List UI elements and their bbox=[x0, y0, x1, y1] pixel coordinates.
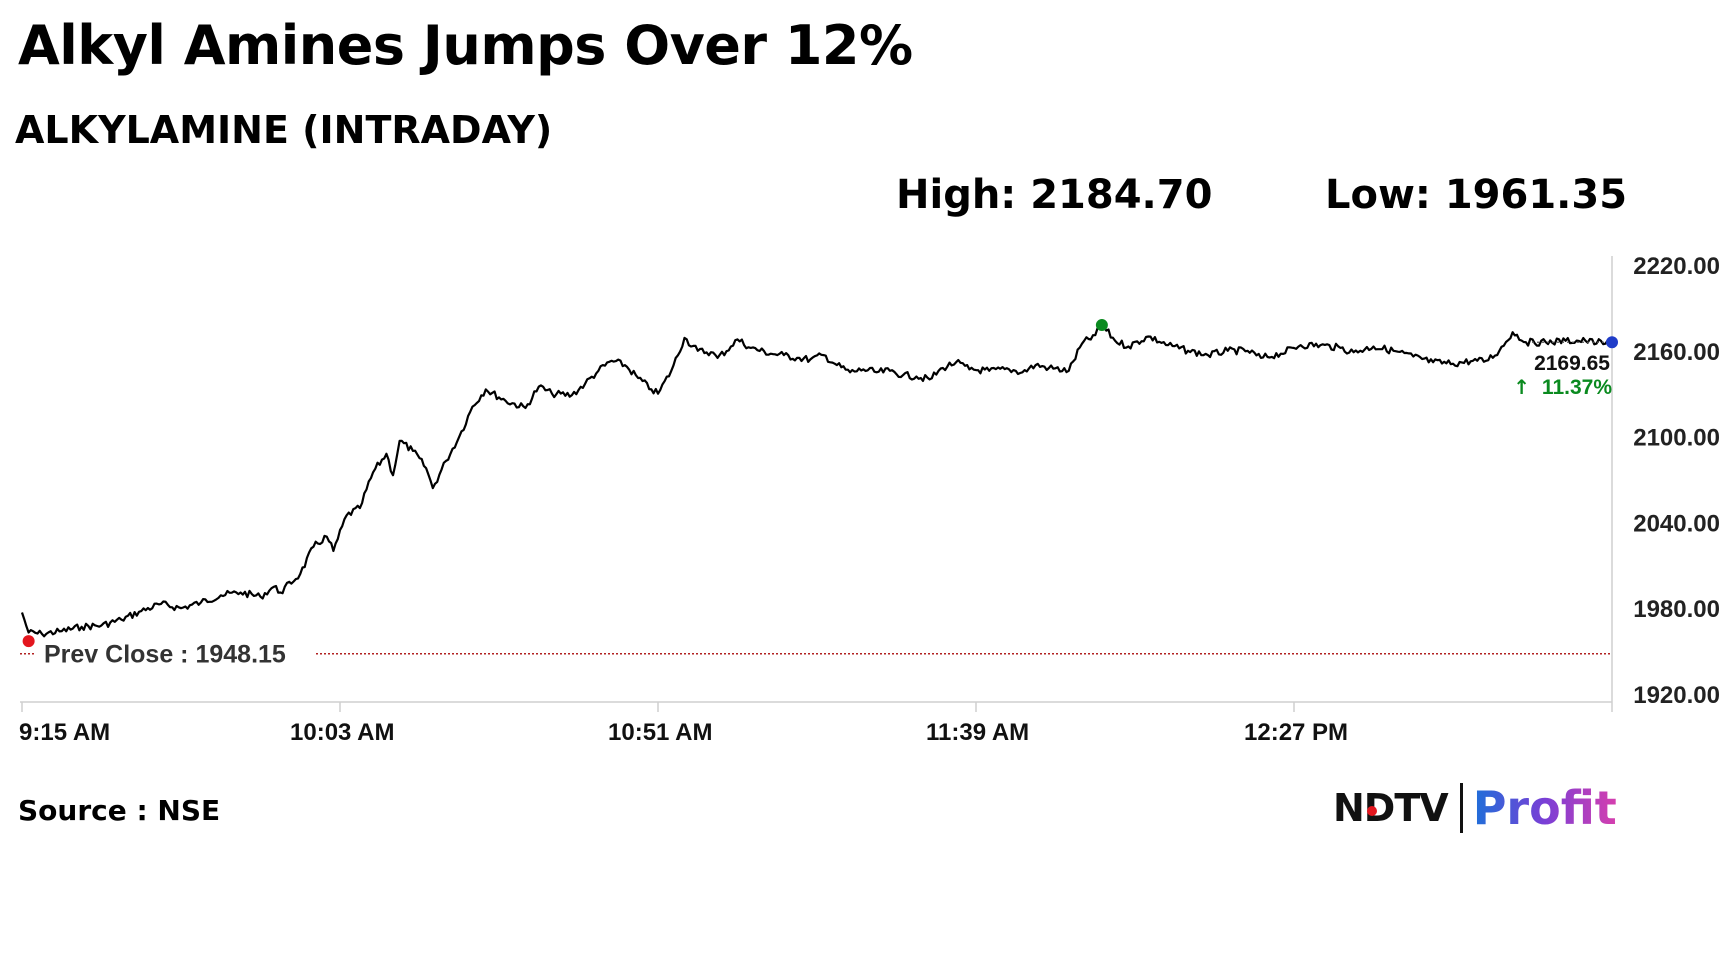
y-tick-label: 2160.00 bbox=[1633, 339, 1720, 366]
x-tick-label: 10:03 AM bbox=[290, 719, 394, 746]
high-value: High: 2184.70 bbox=[896, 172, 1213, 218]
low-value: Low: 1961.35 bbox=[1325, 172, 1628, 218]
y-tick-label: 2040.00 bbox=[1633, 510, 1720, 537]
price-marker bbox=[1095, 319, 1108, 332]
price-marker bbox=[1606, 336, 1618, 349]
logo-profit-text: Profit bbox=[1472, 781, 1617, 835]
x-tick-label: 12:27 PM bbox=[1244, 719, 1348, 746]
change-percent-label: 11.37% bbox=[1542, 376, 1612, 399]
price-marker bbox=[22, 635, 35, 648]
x-tick-label: 10:51 AM bbox=[608, 719, 712, 746]
x-axis-ticks: 9:15 AM 10:03 AM 10:51 AM 11:39 AM 12:27 PM bbox=[19, 702, 1613, 746]
chart-subtitle: ALKYLAMINE (INTRADAY) bbox=[15, 108, 553, 152]
y-axis-ticks: 2220.00 2160.00 2100.00 2040.00 1980.00 1920.… bbox=[1633, 253, 1720, 709]
y-tick-label: 2220.00 bbox=[1633, 253, 1720, 280]
x-tick-label: 9:15 AM bbox=[19, 719, 110, 746]
price-line bbox=[20, 324, 1613, 638]
source-label: Source : NSE bbox=[18, 794, 221, 827]
y-tick-label: 1980.00 bbox=[1633, 596, 1720, 623]
chart-markers bbox=[22, 319, 1618, 648]
ndtv-profit-logo: NDTV Profit bbox=[1333, 780, 1617, 836]
logo-dot-icon bbox=[1367, 806, 1377, 816]
chart-title: Alkyl Amines Jumps Over 12% bbox=[18, 14, 913, 77]
x-tick-label: 11:39 AM bbox=[926, 719, 1029, 746]
y-tick-label: 2100.00 bbox=[1633, 425, 1720, 452]
prev-close-label: Prev Close : 1948.15 bbox=[44, 641, 286, 669]
last-price-label: 2169.65 bbox=[1534, 352, 1610, 375]
y-tick-label: 1920.00 bbox=[1633, 682, 1720, 709]
logo-ndtv-text: NDTV bbox=[1333, 786, 1449, 830]
price-chart: 2220.00 2160.00 2100.00 2040.00 1980.00 1920.… bbox=[19, 253, 1720, 746]
prev-close-label-bg bbox=[36, 637, 314, 670]
logo-divider bbox=[1459, 783, 1463, 833]
change-arrow-icon: ↑ bbox=[1513, 375, 1530, 399]
